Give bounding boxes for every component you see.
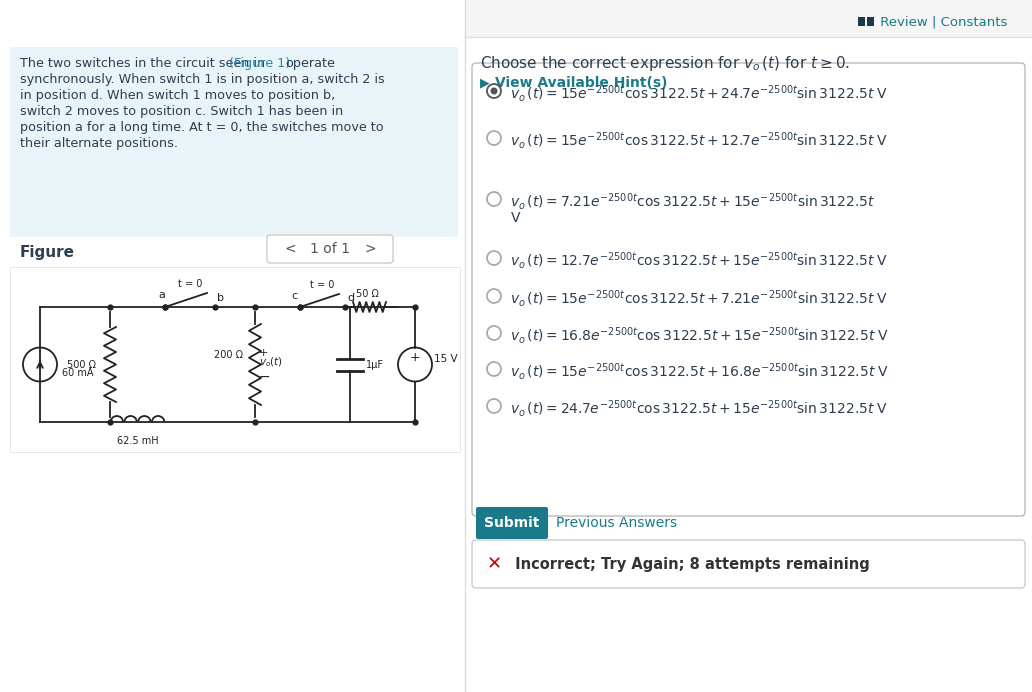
Text: The two switches in the circuit seen in: The two switches in the circuit seen in [20, 57, 269, 70]
Text: their alternate positions.: their alternate positions. [20, 137, 178, 150]
Text: ✕: ✕ [486, 555, 502, 573]
Text: in position d. When switch 1 moves to position b,: in position d. When switch 1 moves to po… [20, 89, 335, 102]
Text: t = 0: t = 0 [311, 280, 334, 290]
Circle shape [487, 131, 501, 145]
Text: Review | Constants: Review | Constants [876, 15, 1007, 28]
FancyBboxPatch shape [472, 63, 1025, 516]
FancyBboxPatch shape [476, 507, 548, 539]
Text: Choose the correct expression for $v_o\,(t)$ for $t \geq 0$.: Choose the correct expression for $v_o\,… [480, 54, 850, 73]
FancyBboxPatch shape [10, 47, 458, 237]
Text: switch 2 moves to position c. Switch 1 has been in: switch 2 moves to position c. Switch 1 h… [20, 105, 344, 118]
Text: 1μF: 1μF [366, 360, 384, 370]
Text: >: > [364, 242, 376, 256]
Text: a: a [158, 290, 165, 300]
Circle shape [487, 326, 501, 340]
Text: b: b [217, 293, 224, 303]
Text: 60 mA: 60 mA [62, 367, 94, 378]
Text: $v_o\,(t) = 12.7e^{-2500t}\cos 3122.5t + 15e^{-2500t}\sin 3122.5t\;\mathrm{V}$: $v_o\,(t) = 12.7e^{-2500t}\cos 3122.5t +… [510, 250, 888, 271]
Text: 200 Ω: 200 Ω [214, 349, 243, 360]
Text: 62.5 mH: 62.5 mH [117, 436, 158, 446]
Circle shape [487, 251, 501, 265]
Text: Previous Answers: Previous Answers [556, 516, 677, 530]
Circle shape [487, 192, 501, 206]
Text: $\mathrm{V}$: $\mathrm{V}$ [510, 211, 521, 225]
Text: −: − [259, 370, 270, 383]
Circle shape [487, 84, 501, 98]
Circle shape [487, 289, 501, 303]
Text: 50 Ω: 50 Ω [356, 289, 379, 299]
Text: position a for a long time. At t = 0, the switches move to: position a for a long time. At t = 0, th… [20, 121, 384, 134]
Text: 15 V: 15 V [434, 354, 457, 365]
Text: $v_o(t)$: $v_o(t)$ [259, 356, 283, 370]
Text: View Available Hint(s): View Available Hint(s) [495, 76, 668, 90]
Text: ▶: ▶ [480, 76, 489, 89]
FancyBboxPatch shape [465, 0, 1032, 37]
FancyBboxPatch shape [867, 17, 874, 26]
Text: Figure: Figure [20, 245, 75, 260]
Text: $v_o\,(t) = 16.8e^{-2500t}\cos 3122.5t + 15e^{-2500t}\sin 3122.5t\;\mathrm{V}$: $v_o\,(t) = 16.8e^{-2500t}\cos 3122.5t +… [510, 325, 889, 346]
Text: $v_o\,(t) = 15e^{-2500t}\cos 3122.5t + 12.7e^{-2500t}\sin 3122.5t\;\mathrm{V}$: $v_o\,(t) = 15e^{-2500t}\cos 3122.5t + 1… [510, 130, 888, 151]
Text: Submit: Submit [484, 516, 540, 530]
Text: t = 0: t = 0 [178, 279, 202, 289]
Text: $v_o\,(t) = 15e^{-2500t}\cos 3122.5t + 7.21e^{-2500t}\sin 3122.5t\;\mathrm{V}$: $v_o\,(t) = 15e^{-2500t}\cos 3122.5t + 7… [510, 288, 889, 309]
Text: Incorrect; Try Again; 8 attempts remaining: Incorrect; Try Again; 8 attempts remaini… [510, 556, 870, 572]
Text: <: < [284, 242, 295, 256]
Text: 1 of 1: 1 of 1 [310, 242, 350, 256]
FancyBboxPatch shape [267, 235, 393, 263]
FancyBboxPatch shape [858, 17, 865, 26]
FancyBboxPatch shape [10, 267, 460, 452]
Text: (Figure 1): (Figure 1) [229, 57, 290, 70]
Text: $v_o\,(t) = 15e^{-2500t}\cos 3122.5t + 24.7e^{-2500t}\sin 3122.5t\;\mathrm{V}$: $v_o\,(t) = 15e^{-2500t}\cos 3122.5t + 2… [510, 83, 888, 104]
Text: c: c [292, 291, 298, 301]
Text: 500 Ω: 500 Ω [67, 360, 96, 370]
Circle shape [487, 362, 501, 376]
Circle shape [490, 87, 497, 95]
Text: $v_o\,(t) = 7.21e^{-2500t}\cos 3122.5t + 15e^{-2500t}\sin 3122.5t$: $v_o\,(t) = 7.21e^{-2500t}\cos 3122.5t +… [510, 191, 875, 212]
Text: $v_o\,(t) = 15e^{-2500t}\cos 3122.5t + 16.8e^{-2500t}\sin 3122.5t\;\mathrm{V}$: $v_o\,(t) = 15e^{-2500t}\cos 3122.5t + 1… [510, 361, 889, 382]
Text: synchronously. When switch 1 is in position a, switch 2 is: synchronously. When switch 1 is in posit… [20, 73, 385, 86]
FancyBboxPatch shape [472, 540, 1025, 588]
Text: $v_o\,(t) = 24.7e^{-2500t}\cos 3122.5t + 15e^{-2500t}\sin 3122.5t\;\mathrm{V}$: $v_o\,(t) = 24.7e^{-2500t}\cos 3122.5t +… [510, 398, 888, 419]
Circle shape [487, 399, 501, 413]
Text: +: + [259, 347, 268, 358]
Text: +: + [410, 351, 420, 364]
Text: operate: operate [285, 57, 334, 70]
Text: d: d [347, 293, 354, 303]
